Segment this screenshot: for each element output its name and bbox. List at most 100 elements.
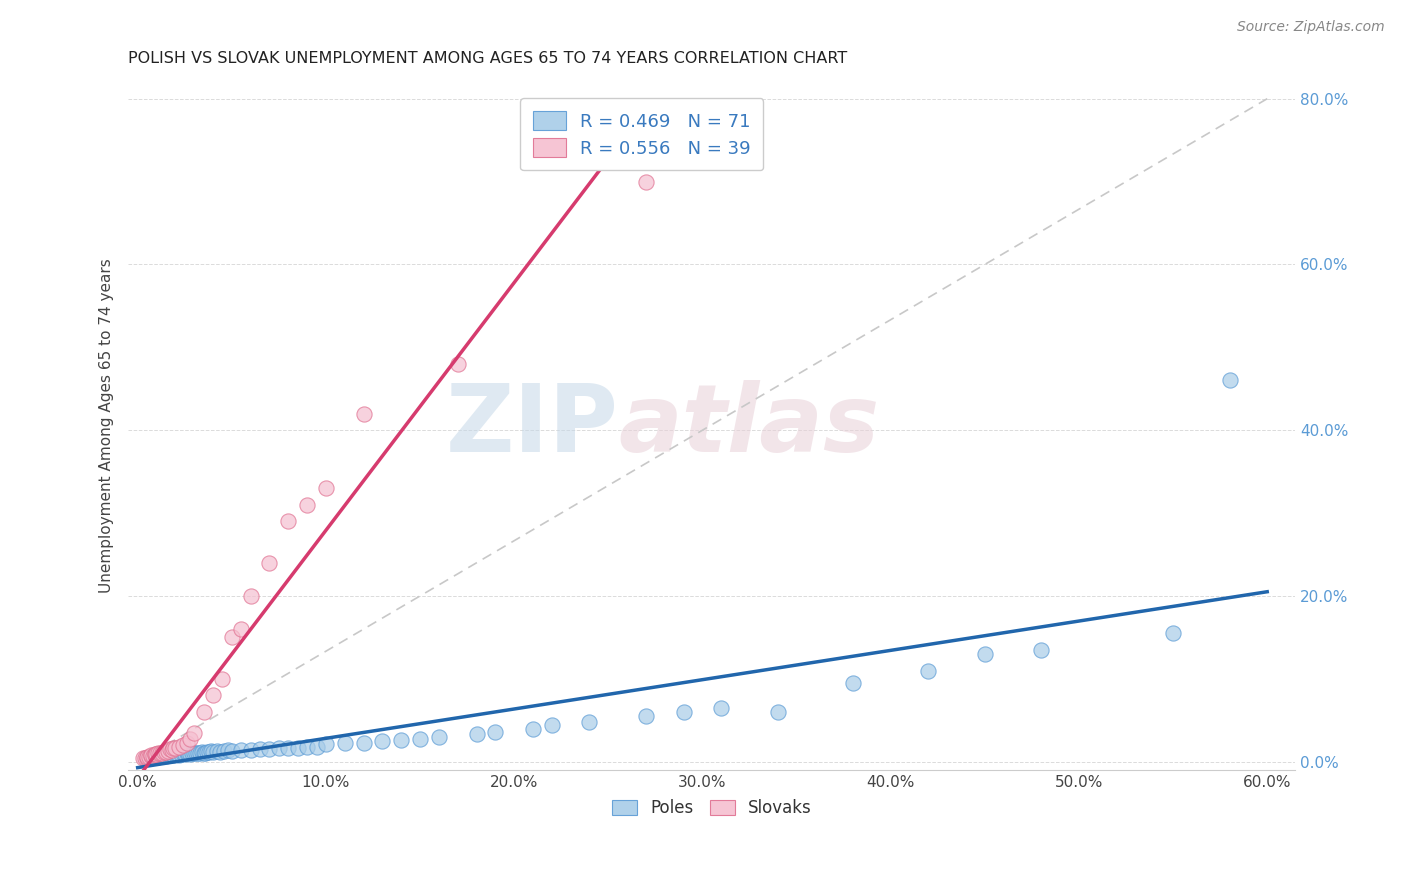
Point xyxy=(142,749,165,764)
Point xyxy=(209,745,232,759)
Point xyxy=(139,750,162,764)
Point xyxy=(917,664,939,678)
Point xyxy=(634,709,657,723)
Point xyxy=(170,747,193,762)
Point xyxy=(138,749,160,764)
Point xyxy=(295,739,318,754)
Point xyxy=(139,748,162,763)
Point xyxy=(578,714,600,729)
Point xyxy=(295,498,318,512)
Point xyxy=(153,748,176,763)
Point xyxy=(148,749,170,764)
Point xyxy=(447,357,470,371)
Text: POLISH VS SLOVAK UNEMPLOYMENT AMONG AGES 65 TO 74 YEARS CORRELATION CHART: POLISH VS SLOVAK UNEMPLOYMENT AMONG AGES… xyxy=(128,51,848,66)
Point xyxy=(190,745,212,759)
Point xyxy=(132,751,155,765)
Point xyxy=(259,556,281,570)
Point xyxy=(145,747,167,762)
Point xyxy=(221,631,243,645)
Point xyxy=(193,705,215,719)
Point xyxy=(187,746,209,760)
Text: ZIP: ZIP xyxy=(446,380,619,472)
Point xyxy=(201,745,224,759)
Point xyxy=(149,748,172,763)
Point xyxy=(143,748,166,763)
Point xyxy=(214,744,236,758)
Point xyxy=(1031,643,1053,657)
Point xyxy=(139,748,162,763)
Point xyxy=(672,705,695,719)
Point xyxy=(211,672,233,686)
Point xyxy=(143,748,166,763)
Point xyxy=(389,733,412,747)
Point xyxy=(156,748,179,763)
Point xyxy=(136,750,159,764)
Point xyxy=(540,718,562,732)
Point xyxy=(267,741,290,756)
Point xyxy=(136,750,159,764)
Point xyxy=(166,747,188,762)
Point xyxy=(160,743,183,757)
Point xyxy=(162,741,184,756)
Point xyxy=(1219,374,1241,388)
Point xyxy=(150,748,173,763)
Point xyxy=(148,747,170,761)
Point xyxy=(156,744,179,758)
Point xyxy=(231,743,253,757)
Point xyxy=(484,724,506,739)
Point xyxy=(184,746,207,760)
Point xyxy=(159,748,181,763)
Point xyxy=(522,722,544,736)
Text: Source: ZipAtlas.com: Source: ZipAtlas.com xyxy=(1237,20,1385,34)
Point xyxy=(155,748,177,763)
Point xyxy=(231,622,253,636)
Point xyxy=(201,689,224,703)
Point xyxy=(195,745,218,759)
Point xyxy=(277,514,299,528)
Point xyxy=(239,743,262,757)
Point xyxy=(221,744,243,758)
Point xyxy=(149,747,172,761)
Point xyxy=(153,745,176,759)
Point xyxy=(181,746,204,760)
Point xyxy=(179,731,201,746)
Point xyxy=(198,745,221,759)
Point xyxy=(183,725,205,739)
Point xyxy=(353,407,375,421)
Point xyxy=(205,744,228,758)
Point xyxy=(1161,626,1184,640)
Point xyxy=(194,746,217,760)
Point xyxy=(167,739,190,754)
Point xyxy=(193,746,215,760)
Point xyxy=(176,736,198,750)
Point xyxy=(249,742,271,756)
Point xyxy=(167,748,190,763)
Point xyxy=(160,747,183,762)
Point xyxy=(315,737,337,751)
Point xyxy=(409,731,432,746)
Point xyxy=(239,589,262,603)
Point xyxy=(259,742,281,756)
Point xyxy=(333,736,356,750)
Point xyxy=(842,676,865,690)
Point xyxy=(172,738,194,752)
Point xyxy=(145,749,167,764)
Point xyxy=(159,742,181,756)
Point xyxy=(162,748,184,763)
Point xyxy=(150,746,173,760)
Point xyxy=(136,749,159,764)
Point xyxy=(766,705,789,719)
Point xyxy=(277,740,299,755)
Point xyxy=(173,747,195,762)
Point xyxy=(134,750,156,764)
Point xyxy=(217,743,239,757)
Point xyxy=(634,175,657,189)
Point xyxy=(200,744,222,758)
Point xyxy=(179,747,201,762)
Point xyxy=(371,734,394,748)
Point xyxy=(165,741,187,756)
Point xyxy=(710,701,733,715)
Point xyxy=(142,748,165,763)
Point xyxy=(305,739,328,754)
Point xyxy=(172,747,194,761)
